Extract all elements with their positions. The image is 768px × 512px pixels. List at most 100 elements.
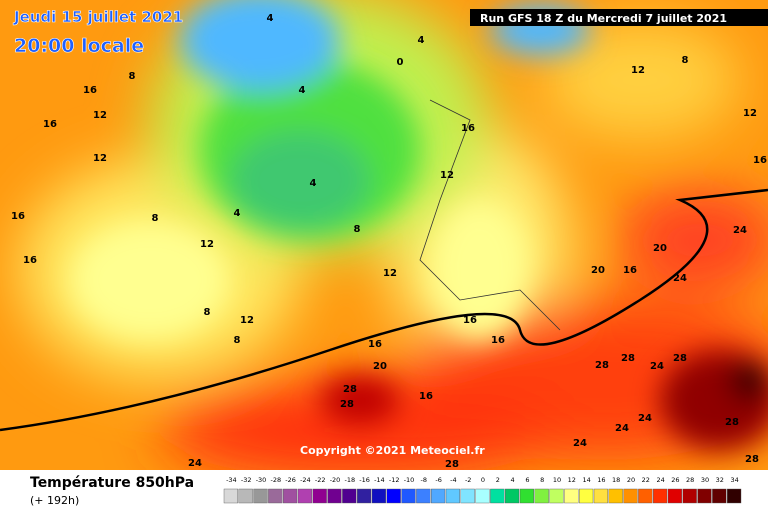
contour-label: 8 (682, 55, 689, 66)
contour-label: 20 (591, 265, 605, 276)
legend-swatch (519, 488, 535, 504)
contour-label: 28 (673, 353, 687, 364)
legend-label: 8 (540, 476, 544, 484)
legend-label: 16 (597, 476, 605, 484)
contour-label: 20 (653, 243, 667, 254)
contour-label: 12 (93, 153, 107, 164)
legend-swatch (505, 488, 520, 504)
contour-label: 28 (745, 454, 759, 465)
legend-swatch (268, 488, 283, 504)
legend-swatch (238, 488, 253, 504)
time: 20:00 locale (14, 35, 144, 57)
legend-label: -22 (315, 476, 326, 484)
contour-label: 16 (368, 339, 382, 350)
footer-lead: (+ 192h) (30, 494, 79, 507)
contour-label: 12 (93, 110, 107, 121)
contour-label: 28 (595, 360, 609, 371)
legend-swatch (223, 488, 239, 504)
legend-swatch (342, 488, 357, 504)
contour-label: 8 (354, 224, 361, 235)
contour-label: 16 (623, 265, 637, 276)
legend-label: 10 (553, 476, 561, 484)
legend-label: 32 (716, 476, 724, 484)
legend-label: 26 (671, 476, 679, 484)
legend-swatch (253, 488, 268, 504)
legend-label: 12 (568, 476, 576, 484)
contour-label: 4 (267, 13, 274, 24)
legend-swatch (653, 488, 668, 504)
legend-label: -14 (374, 476, 385, 484)
run: Run GFS 18 Z du Mercredi 7 juillet 2021 (480, 12, 727, 25)
contour-label: 4 (310, 178, 317, 189)
legend-label: -16 (359, 476, 370, 484)
legend-swatch (475, 488, 490, 504)
legend-swatch (445, 488, 461, 504)
legend-swatch (564, 488, 579, 504)
contour-label: 8 (129, 71, 136, 82)
contour-label: 24 (650, 361, 664, 372)
contour-label: 8 (234, 335, 241, 346)
contour-label: 24 (188, 458, 202, 469)
legend-label: 18 (612, 476, 620, 484)
legend-label: -32 (241, 476, 252, 484)
contour-label: 16 (419, 391, 433, 402)
legend-swatch (593, 488, 609, 504)
legend-label: 34 (730, 476, 738, 484)
contour-label: 16 (11, 211, 25, 222)
contour-label: 28 (621, 353, 635, 364)
legend-swatch (357, 488, 372, 504)
legend-label: 14 (582, 476, 590, 484)
legend-swatch (312, 488, 327, 504)
legend-label: -28 (270, 476, 281, 484)
copyright: Copyright ©2021 Meteociel.fr (300, 444, 485, 457)
contour-label: 4 (418, 35, 425, 46)
legend-swatch (297, 488, 313, 504)
contour-label: 24 (673, 273, 687, 284)
legend-label: -8 (421, 476, 427, 484)
contour-label: 16 (83, 85, 97, 96)
coastline (419, 99, 561, 331)
legend-label: 30 (701, 476, 709, 484)
temperature-field (0, 0, 768, 470)
contour-label: 16 (491, 335, 505, 346)
legend-label: 20 (627, 476, 635, 484)
contour-label: 16 (461, 123, 475, 134)
contour-label: 12 (383, 268, 397, 279)
contour-label: 24 (615, 423, 629, 434)
legend-label: -30 (256, 476, 267, 484)
legend-swatch (623, 488, 638, 504)
contour-label: 0 (397, 57, 404, 68)
contour-label: 8 (204, 307, 211, 318)
legend-label: -12 (389, 476, 400, 484)
legend-label: 22 (642, 476, 650, 484)
isotherm (0, 188, 768, 432)
legend-swatch (667, 488, 683, 504)
legend-swatch (549, 488, 564, 504)
legend-swatch (490, 488, 505, 504)
legend-swatch (283, 488, 298, 504)
contour-label: 12 (240, 315, 254, 326)
legend-swatch (712, 488, 727, 504)
legend-swatch (682, 488, 697, 504)
legend-label: -24 (300, 476, 311, 484)
contour-label: 24 (573, 438, 587, 449)
legend-label: 4 (511, 476, 515, 484)
legend-swatch (579, 488, 594, 504)
legend-swatch (327, 488, 342, 504)
legend-label: -2 (465, 476, 471, 484)
contour-label: 12 (631, 65, 645, 76)
legend-swatch (608, 488, 623, 504)
run-box (470, 9, 768, 26)
legend-swatch (386, 488, 401, 504)
legend-swatch (460, 488, 475, 504)
legend-label: -26 (285, 476, 296, 484)
legend-label: -10 (404, 476, 415, 484)
legend-label: 28 (686, 476, 694, 484)
legend-swatch (401, 488, 416, 504)
contour-label: 28 (725, 417, 739, 428)
contour-label: 24 (638, 413, 652, 424)
legend-swatch (697, 488, 712, 504)
contour-label: 12 (200, 239, 214, 250)
contour-label: 16 (23, 255, 37, 266)
footer-title: Température 850hPa (30, 475, 194, 491)
